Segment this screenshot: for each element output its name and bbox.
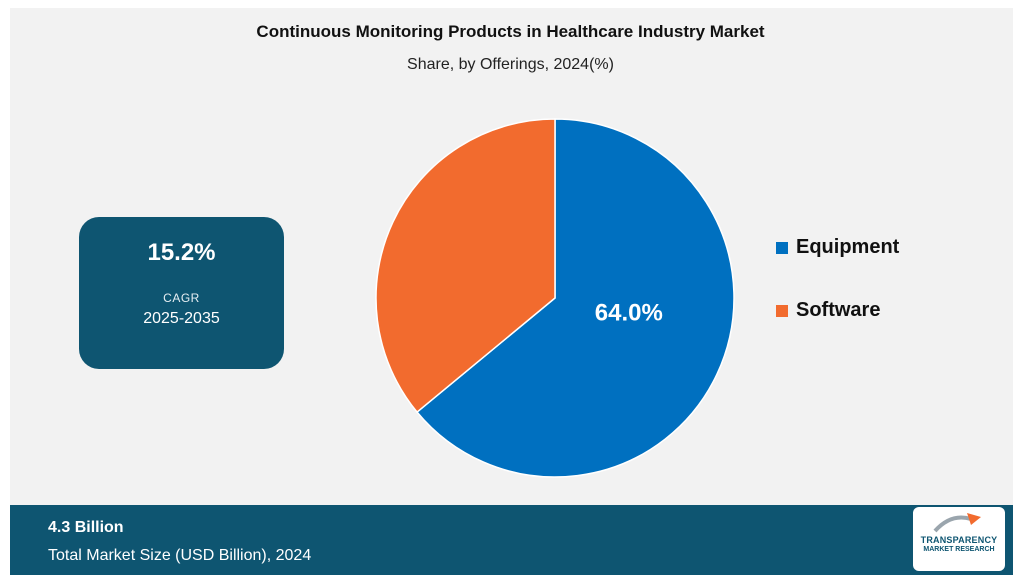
legend-item-software: Software [776,299,899,322]
chart-subtitle: Share, by Offerings, 2024(%) [407,56,614,73]
legend-swatch-software [776,304,788,317]
cagr-card: 15.2% CAGR 2025-2035 [79,217,284,369]
logo-arrow-icon [933,513,981,533]
cagr-value: 15.2% [147,239,216,266]
pie-chart: 64.0% [375,118,735,478]
market-size-value: 4.3 Billion [48,519,124,536]
legend-label-software: Software [796,299,881,321]
legend-label-equipment: Equipment [796,236,900,258]
logo-text-line1: TRANSPARENCY [920,535,998,545]
pie-slice-software [375,118,556,414]
data-label-equipment: 64.0% [595,299,663,326]
chart-legend: Equipment Software [776,236,899,362]
company-logo: TRANSPARENCY MARKET RESEARCH [913,507,1005,571]
pie-slice-equipment [416,118,735,478]
logo-text-line2: MARKET RESEARCH [923,546,995,553]
footer-bar: 4.3 Billion Total Market Size (USD Billi… [10,505,1013,575]
cagr-period: 2025-2035 [143,310,220,327]
legend-item-equipment: Equipment [776,236,899,259]
market-size-label: Total Market Size (USD Billion), 2024 [48,547,312,564]
cagr-label: CAGR [163,291,200,305]
legend-swatch-equipment [776,241,788,254]
chart-title: Continuous Monitoring Products in Health… [256,22,765,41]
